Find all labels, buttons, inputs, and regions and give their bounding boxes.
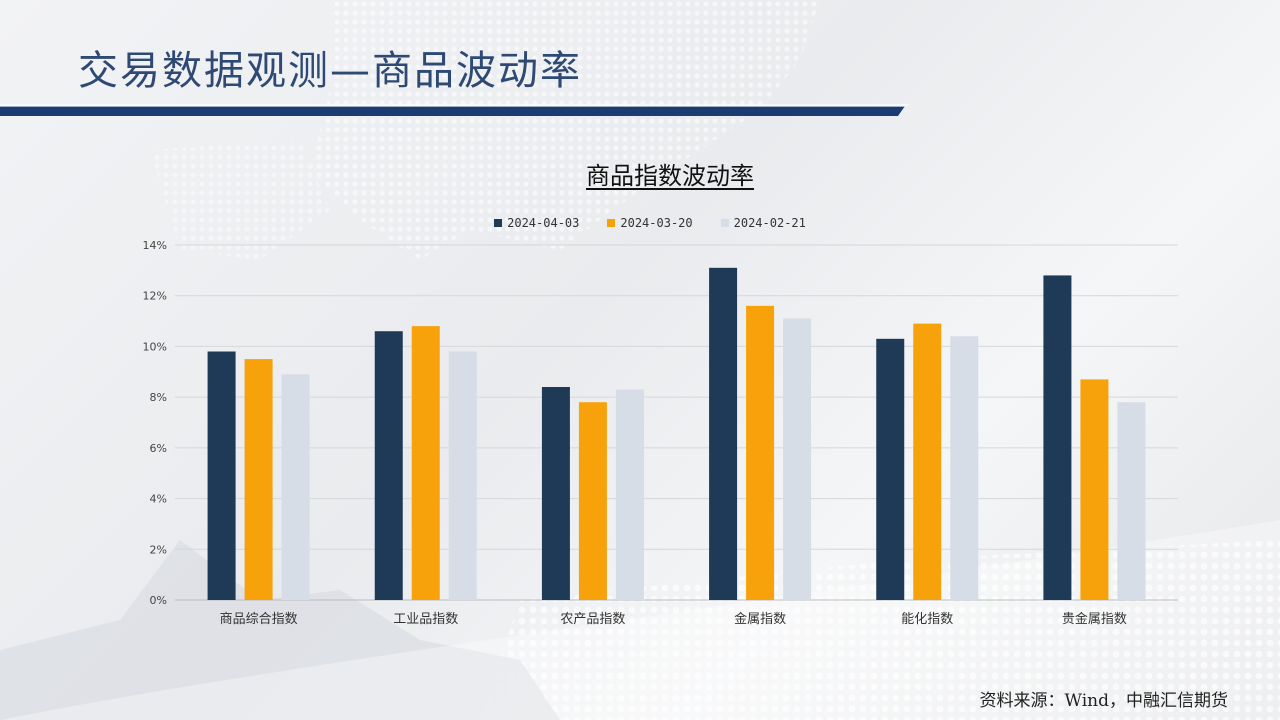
page-title: 交易数据观测—商品波动率 <box>78 48 582 94</box>
title-underline-bar <box>0 104 910 116</box>
bar <box>281 374 310 600</box>
bar <box>448 351 477 600</box>
legend-item-series-3: 2024-02-21 <box>720 216 806 230</box>
bar <box>578 402 607 600</box>
y-tick-label: 14% <box>143 239 167 252</box>
bar <box>783 318 812 600</box>
legend-swatch-series-1 <box>494 219 503 227</box>
legend-label-series-3: 2024-02-21 <box>733 216 806 230</box>
bar <box>950 336 979 600</box>
x-tick-label: 商品综合指数 <box>220 612 298 627</box>
bar <box>746 305 775 600</box>
y-tick-label: 0% <box>150 594 167 607</box>
bar <box>1117 402 1146 600</box>
legend-item-series-2: 2024-03-20 <box>607 216 693 230</box>
y-tick-label: 4% <box>150 493 167 506</box>
chart-legend: 2024-04-03 2024-03-20 2024-02-21 <box>0 216 1280 230</box>
legend-swatch-series-3 <box>720 219 729 227</box>
bar <box>876 338 905 600</box>
y-tick-label: 10% <box>143 340 167 353</box>
x-tick-label: 农产品指数 <box>560 612 625 627</box>
x-tick-label: 贵金属指数 <box>1062 611 1127 627</box>
bar <box>207 351 236 600</box>
bar <box>1080 379 1109 600</box>
legend-label-series-2: 2024-03-20 <box>620 216 693 230</box>
legend-swatch-series-2 <box>607 219 616 227</box>
x-tick-label: 工业品指数 <box>393 612 458 627</box>
legend-item-series-1: 2024-04-03 <box>494 216 579 230</box>
x-tick-label: 金属指数 <box>734 611 786 627</box>
bar <box>244 359 273 600</box>
y-tick-label: 2% <box>150 543 167 556</box>
bar <box>615 389 644 600</box>
bar <box>411 326 440 600</box>
legend-label-series-1: 2024-04-03 <box>507 216 580 230</box>
bar <box>709 267 738 600</box>
bar <box>541 387 570 600</box>
chart-title: 商品指数波动率 <box>586 162 754 190</box>
bar <box>913 323 942 600</box>
y-tick-label: 12% <box>143 290 167 303</box>
y-tick-label: 6% <box>150 442 167 455</box>
bar <box>374 331 403 600</box>
x-tick-label: 能化指数 <box>901 612 953 627</box>
bar <box>1043 275 1072 600</box>
source-note: 资料来源：Wind，中融汇信期货 <box>979 691 1228 711</box>
y-tick-label: 8% <box>150 391 167 404</box>
